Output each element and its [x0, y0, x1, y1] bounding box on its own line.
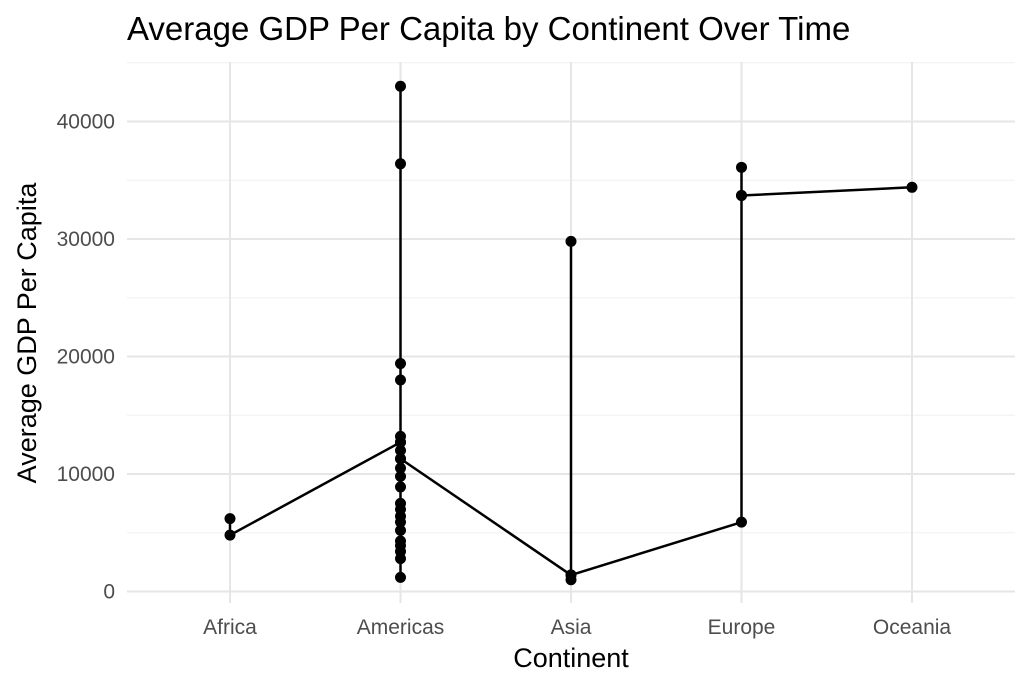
- data-point: [736, 190, 747, 202]
- y-axis-title: Average GDP Per Capita: [12, 182, 42, 484]
- x-tick-label: Oceania: [873, 616, 952, 639]
- data-point: [224, 529, 236, 541]
- data-point: [395, 524, 406, 536]
- y-tick-label: 10000: [57, 463, 115, 486]
- data-point: [395, 453, 406, 465]
- x-tick-label: Africa: [203, 616, 257, 639]
- data-point: [565, 235, 577, 247]
- data-point: [395, 481, 406, 493]
- data-point: [395, 374, 406, 386]
- data-point: [395, 462, 406, 474]
- data-point: [395, 445, 406, 456]
- data-point-layer: [224, 80, 918, 586]
- y-tick-label: 40000: [57, 111, 115, 134]
- data-point: [395, 571, 406, 583]
- data-point: [224, 513, 236, 525]
- data-point: [565, 569, 577, 581]
- data-point: [906, 181, 918, 193]
- y-tick-label: 20000: [57, 346, 115, 369]
- data-point: [395, 80, 406, 92]
- x-tick-label: Asia: [551, 616, 592, 639]
- data-point: [736, 161, 747, 173]
- x-tick-label: Europe: [708, 616, 776, 639]
- y-tick-label: 0: [103, 581, 115, 604]
- data-point: [736, 516, 747, 528]
- data-point: [395, 430, 406, 442]
- data-point: [395, 535, 406, 547]
- data-point: [395, 470, 406, 482]
- tick-label-layer: 0 10000 20000 30000 40000 Africa Americas Asia E…: [57, 111, 952, 640]
- data-point: [395, 497, 406, 509]
- x-axis-title: Continent: [513, 643, 629, 673]
- chart-title: Average GDP Per Capita by Continent Over…: [127, 10, 850, 47]
- x-tick-label: Americas: [357, 616, 445, 639]
- data-point: [395, 158, 406, 170]
- data-point: [395, 358, 406, 370]
- y-tick-label: 30000: [57, 228, 115, 251]
